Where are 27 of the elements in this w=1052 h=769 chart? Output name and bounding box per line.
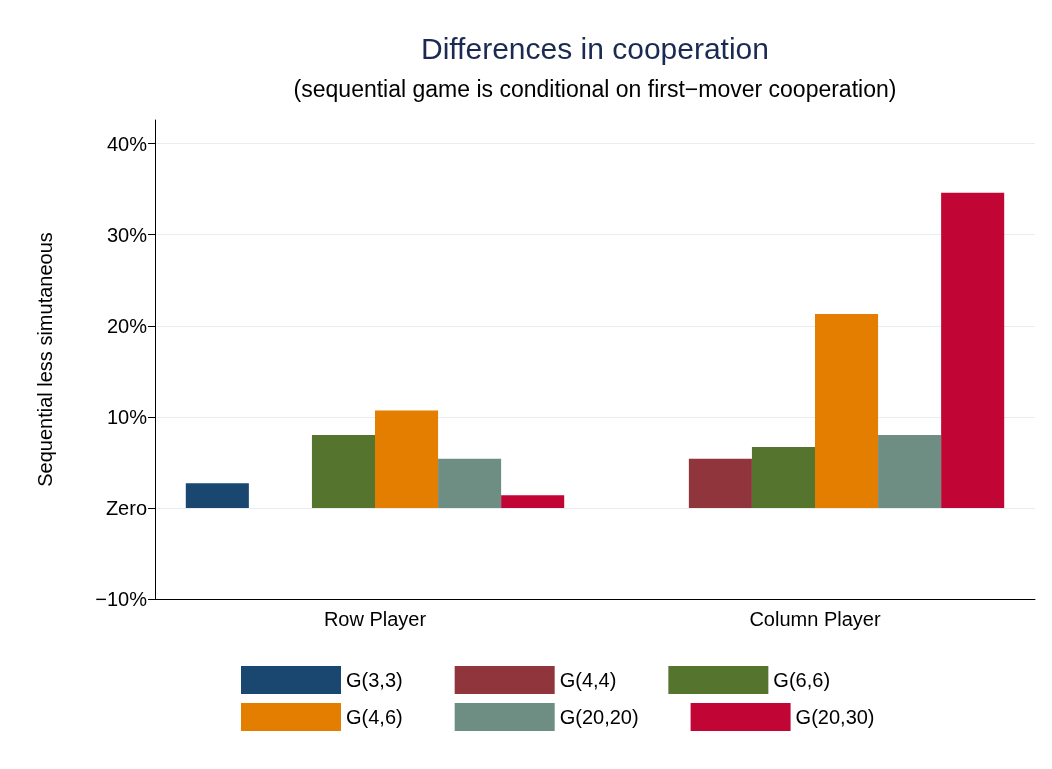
y-tick-label: 30% bbox=[106, 223, 148, 246]
x-tick-label: Row Player bbox=[323, 608, 427, 630]
bar bbox=[751, 446, 815, 508]
bar bbox=[815, 313, 879, 508]
legend-label: G(3,3) bbox=[346, 669, 403, 691]
bar bbox=[501, 495, 565, 508]
legend-label: G(4,4) bbox=[559, 669, 617, 691]
legend-label: G(6,6) bbox=[773, 669, 831, 691]
legend-label: G(4,6) bbox=[346, 706, 403, 728]
y-tick-label: 10% bbox=[106, 405, 148, 428]
bar bbox=[311, 435, 375, 508]
chart-title: Differences in cooperation bbox=[421, 31, 769, 65]
y-tick-label: 40% bbox=[106, 132, 148, 155]
bar bbox=[185, 483, 249, 508]
bar bbox=[941, 192, 1005, 508]
y-tick-label: Zero bbox=[105, 496, 147, 519]
legend-label: G(20,30) bbox=[795, 706, 875, 728]
chart-subtitle: (sequential game is conditional on first−mover cooperation) bbox=[293, 75, 897, 102]
y-tick-label: 20% bbox=[106, 314, 148, 337]
y-tick-label: −10% bbox=[95, 588, 148, 610]
y-axis-title: Sequential less simutaneous bbox=[34, 232, 56, 487]
bar bbox=[375, 410, 439, 508]
bar bbox=[688, 458, 752, 508]
legend-label: G(20,20) bbox=[559, 706, 639, 728]
x-tick-label: Column Player bbox=[749, 608, 881, 630]
bar bbox=[878, 435, 942, 508]
bar bbox=[438, 458, 502, 508]
